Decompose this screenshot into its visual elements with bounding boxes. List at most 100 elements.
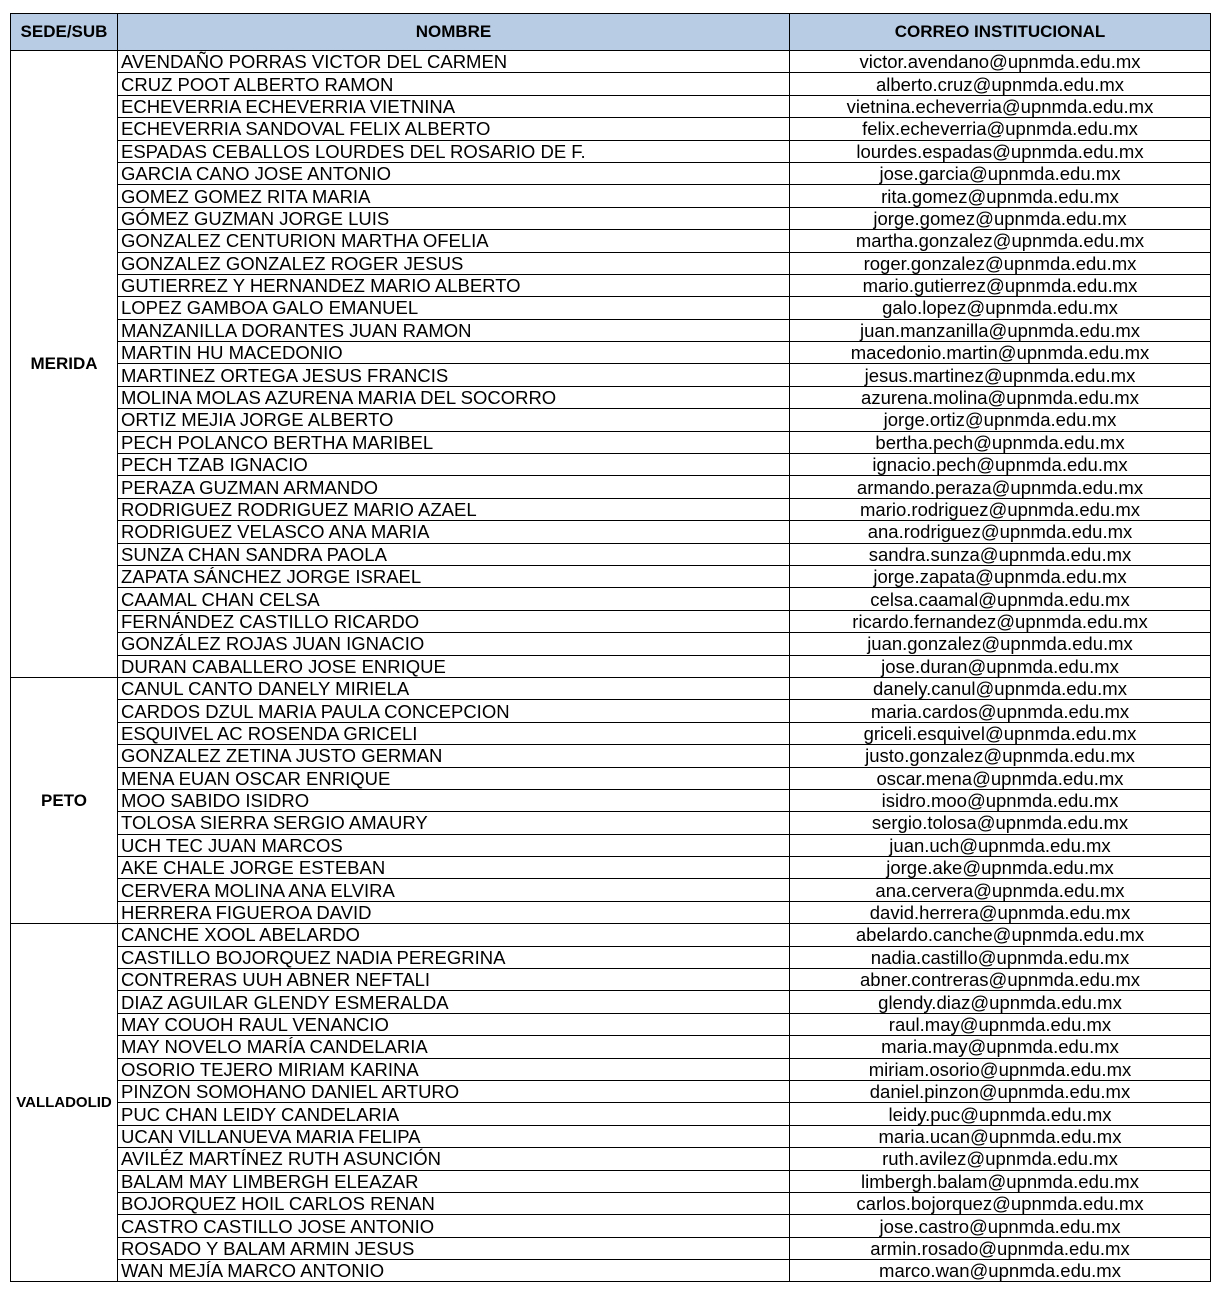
table-row: PETO CANUL CANTO DANELY MIRIELA danely.can… xyxy=(10,676,1211,925)
correo-cell: justo.gonzalez@upnmda.edu.mx xyxy=(789,744,1211,768)
correo-cell: azurena.molina@upnmda.edu.mx xyxy=(789,385,1211,410)
table-row: CAAMAL CHAN CELSA celsa.caamal@upnmda.edu… xyxy=(11,587,1211,611)
correo-cell: juan.gonzalez@upnmda.edu.mx xyxy=(789,632,1211,656)
nombre-cell: BALAM MAY LIMBERGH ELEAZAR xyxy=(117,1169,790,1193)
correo-cell: armin.rosado@upnmda.edu.mx xyxy=(789,1236,1211,1261)
nombre-cell: ZAPATA SÁNCHEZ JORGE ISRAEL xyxy=(117,564,790,589)
table-row: ORTIZ MEJIA JORGE ALBERTO jorge.ortiz@upn… xyxy=(11,408,1211,432)
nombre-cell: GOMEZ GOMEZ RITA MARIA xyxy=(117,184,790,208)
correo-cell: juan.manzanilla@upnmda.edu.mx xyxy=(789,318,1211,343)
nombre-cell: GUTIERREZ Y HERNANDEZ MARIO ALBERTO xyxy=(117,273,790,298)
nombre-cell: RODRIGUEZ RODRIGUEZ MARIO AZAEL xyxy=(117,497,790,522)
table-row: PECH TZAB IGNACIO ignacio.pech@upnmda.edu… xyxy=(11,453,1211,477)
table-row: ROSADO Y BALAM ARMIN JESUS armin.rosado@u… xyxy=(11,1236,1211,1261)
correo-cell: ruth.avilez@upnmda.edu.mx xyxy=(789,1147,1211,1171)
correo-cell: carlos.bojorquez@upnmda.edu.mx xyxy=(789,1191,1211,1216)
table-row: WAN MEJÍA MARCO ANTONIO marco.wan@upnmda.… xyxy=(11,1259,1211,1283)
nombre-cell: GONZÁLEZ ROJAS JUAN IGNACIO xyxy=(117,632,790,656)
table-row: AVILÉZ MARTÍNEZ RUTH ASUNCIÓN ruth.avilez… xyxy=(11,1147,1211,1171)
table-row: CASTRO CASTILLO JOSE ANTONIO jose.castro@… xyxy=(11,1214,1211,1238)
correo-cell: mario.rodriguez@upnmda.edu.mx xyxy=(789,497,1211,522)
nombre-cell: CERVERA MOLINA ANA ELVIRA xyxy=(117,878,790,902)
table-row: MERIDA AVENDAÑO PORRAS VICTOR DEL CARMEN v… xyxy=(10,49,1211,678)
table-row: GUTIERREZ Y HERNANDEZ MARIO ALBERTO mario… xyxy=(11,273,1211,298)
nombre-cell: ECHEVERRIA SANDOVAL FELIX ALBERTO xyxy=(117,117,790,141)
table-row: RODRIGUEZ VELASCO ANA MARIA ana.rodriguez… xyxy=(11,520,1211,544)
correo-cell: armando.peraza@upnmda.edu.mx xyxy=(789,475,1211,499)
correo-cell: isidro.moo@upnmda.edu.mx xyxy=(789,788,1211,813)
correo-cell: miriam.osorio@upnmda.edu.mx xyxy=(789,1057,1211,1081)
correo-cell: nadia.castillo@upnmda.edu.mx xyxy=(789,945,1211,970)
nombre-cell: ESPADAS CEBALLOS LOURDES DEL ROSARIO DE … xyxy=(117,139,790,163)
table-row: GONZALEZ CENTURION MARTHA OFELIA martha.g… xyxy=(11,229,1211,253)
correo-cell: jesus.martinez@upnmda.edu.mx xyxy=(789,363,1211,387)
correo-cell: roger.gonzalez@upnmda.edu.mx xyxy=(789,251,1211,275)
table-row: ESQUIVEL AC ROSENDA GRICELI griceli.esqui… xyxy=(11,721,1211,746)
nombre-cell: RODRIGUEZ VELASCO ANA MARIA xyxy=(117,520,790,544)
table-row: MANZANILLA DORANTES JUAN RAMON juan.manza… xyxy=(11,318,1211,343)
table-row: UCAN VILLANUEVA MARIA FELIPA maria.ucan@u… xyxy=(11,1124,1211,1149)
nombre-cell: WAN MEJÍA MARCO ANTONIO xyxy=(117,1259,790,1283)
correo-cell: limbergh.balam@upnmda.edu.mx xyxy=(789,1169,1211,1193)
table-row: SUNZA CHAN SANDRA PAOLA sandra.sunza@upnm… xyxy=(11,542,1211,566)
nombre-cell: ESQUIVEL AC ROSENDA GRICELI xyxy=(117,721,790,746)
correo-cell: jose.castro@upnmda.edu.mx xyxy=(789,1214,1211,1238)
correo-cell: jorge.ortiz@upnmda.edu.mx xyxy=(789,408,1211,432)
header-nombre: NOMBRE xyxy=(117,13,790,51)
nombre-cell: PECH POLANCO BERTHA MARIBEL xyxy=(117,430,790,455)
nombre-cell: CONTRERAS UUH ABNER NEFTALI xyxy=(117,968,790,992)
correo-cell: ana.cervera@upnmda.edu.mx xyxy=(789,878,1211,902)
table-row: VALLADOLID CANCHE XOOL ABELARDO abelardo.c… xyxy=(10,923,1211,1283)
correo-cell: ana.rodriguez@upnmda.edu.mx xyxy=(789,520,1211,544)
table-row: PINZON SOMOHANO DANIEL ARTURO daniel.pinz… xyxy=(11,1079,1211,1104)
nombre-cell: MENA EUAN OSCAR ENRIQUE xyxy=(117,766,790,790)
correo-cell: raul.may@upnmda.edu.mx xyxy=(789,1012,1211,1037)
correo-cell: jorge.ake@upnmda.edu.mx xyxy=(789,856,1211,880)
correo-cell: sergio.tolosa@upnmda.edu.mx xyxy=(789,811,1211,835)
correo-cell: oscar.mena@upnmda.edu.mx xyxy=(789,766,1211,790)
correo-cell: lourdes.espadas@upnmda.edu.mx xyxy=(789,139,1211,163)
correo-cell: juan.uch@upnmda.edu.mx xyxy=(789,833,1211,858)
table-row: CONTRERAS UUH ABNER NEFTALI abner.contrer… xyxy=(11,968,1211,992)
table-row: ECHEVERRIA SANDOVAL FELIX ALBERTO felix.e… xyxy=(11,117,1211,141)
nombre-cell: CANCHE XOOL ABELARDO xyxy=(117,923,790,947)
nombre-cell: TOLOSA SIERRA SERGIO AMAURY xyxy=(117,811,790,835)
nombre-cell: CANUL CANTO DANELY MIRIELA xyxy=(117,676,790,701)
correo-cell: abelardo.canche@upnmda.edu.mx xyxy=(789,923,1211,947)
table-row: DURAN CABALLERO JOSE ENRIQUE jose.duran@u… xyxy=(11,654,1211,678)
nombre-cell: CRUZ POOT ALBERTO RAMON xyxy=(117,72,790,96)
nombre-cell: AKE CHALE JORGE ESTEBAN xyxy=(117,856,790,880)
correo-cell: macedonio.martin@upnmda.edu.mx xyxy=(789,341,1211,365)
correo-cell: celsa.caamal@upnmda.edu.mx xyxy=(789,587,1211,611)
nombre-cell: GONZALEZ CENTURION MARTHA OFELIA xyxy=(117,229,790,253)
table-row: GÓMEZ GUZMAN JORGE LUIS jorge.gomez@upnmd… xyxy=(11,206,1211,231)
nombre-cell: ECHEVERRIA ECHEVERRIA VIETNINA xyxy=(117,94,790,119)
nombre-cell: GÓMEZ GUZMAN JORGE LUIS xyxy=(117,206,790,231)
correo-cell: vietnina.echeverria@upnmda.edu.mx xyxy=(789,94,1211,119)
nombre-cell: CARDOS DZUL MARIA PAULA CONCEPCION xyxy=(117,699,790,723)
table-row: HERRERA FIGUEROA DAVID david.herrera@upnm… xyxy=(11,900,1211,925)
header-row: SEDE/SUB NOMBRE CORREO INSTITUCIONAL xyxy=(10,13,1211,51)
table-row: CERVERA MOLINA ANA ELVIRA ana.cervera@upn… xyxy=(11,878,1211,902)
correo-cell: jose.garcia@upnmda.edu.mx xyxy=(789,161,1211,186)
correo-cell: alberto.cruz@upnmda.edu.mx xyxy=(789,72,1211,96)
nombre-cell: PERAZA GUZMAN ARMANDO xyxy=(117,475,790,499)
correo-cell: jose.duran@upnmda.edu.mx xyxy=(789,654,1211,678)
table-row: CRUZ POOT ALBERTO RAMON alberto.cruz@upnm… xyxy=(11,72,1211,96)
nombre-cell: UCH TEC JUAN MARCOS xyxy=(117,833,790,858)
correo-cell: rita.gomez@upnmda.edu.mx xyxy=(789,184,1211,208)
correo-cell: maria.cardos@upnmda.edu.mx xyxy=(789,699,1211,723)
table-row: OSORIO TEJERO MIRIAM KARINA miriam.osorio… xyxy=(11,1057,1211,1081)
table-row: CASTILLO BOJORQUEZ NADIA PEREGRINA nadia.… xyxy=(11,945,1211,970)
table-row: MENA EUAN OSCAR ENRIQUE oscar.mena@upnmda… xyxy=(11,766,1211,790)
nombre-cell: MARTINEZ ORTEGA JESUS FRANCIS xyxy=(117,363,790,387)
header-correo: CORREO INSTITUCIONAL xyxy=(789,13,1211,51)
correo-cell: martha.gonzalez@upnmda.edu.mx xyxy=(789,229,1211,253)
nombre-cell: ORTIZ MEJIA JORGE ALBERTO xyxy=(117,408,790,432)
nombre-cell: SUNZA CHAN SANDRA PAOLA xyxy=(117,542,790,566)
nombre-cell: MANZANILLA DORANTES JUAN RAMON xyxy=(117,318,790,343)
correo-cell: leidy.puc@upnmda.edu.mx xyxy=(789,1102,1211,1126)
correo-cell: felix.echeverria@upnmda.edu.mx xyxy=(789,117,1211,141)
nombre-cell: GONZALEZ ZETINA JUSTO GERMAN xyxy=(117,744,790,768)
table-row: GARCIA CANO JOSE ANTONIO jose.garcia@upnm… xyxy=(11,161,1211,186)
